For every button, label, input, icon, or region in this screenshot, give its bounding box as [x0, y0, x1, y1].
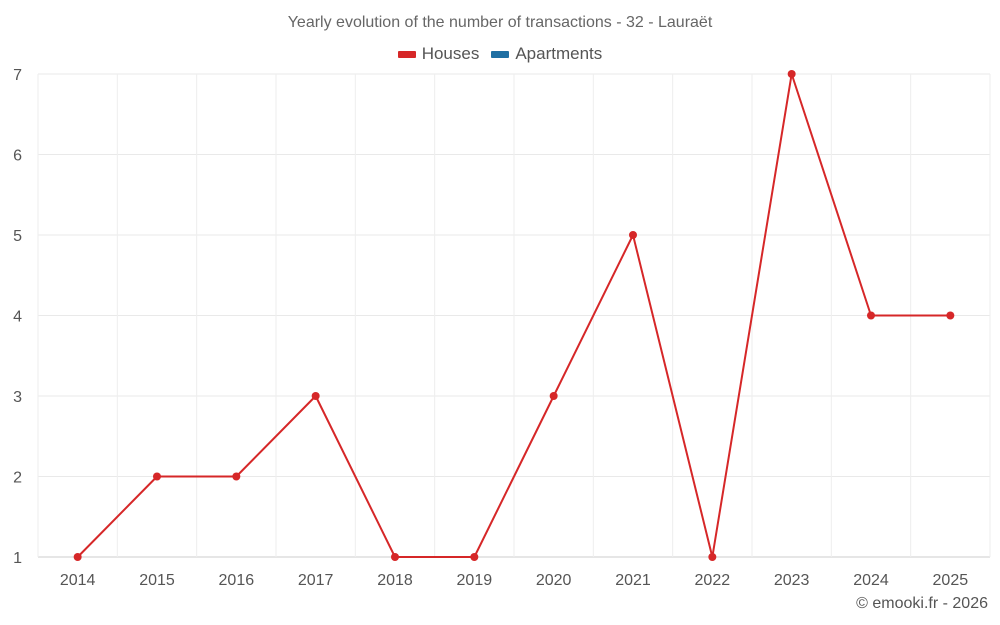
data-point-houses — [867, 311, 875, 320]
legend-item-apartments[interactable]: Apartments — [491, 44, 602, 64]
legend-label-houses: Houses — [421, 44, 480, 63]
x-tick-label: 2014 — [60, 572, 96, 589]
legend-label-apartments: Apartments — [515, 44, 603, 63]
data-point-houses — [470, 553, 479, 561]
credit-text: © emooki.fr - 2026 — [856, 595, 988, 612]
data-point-houses — [787, 70, 796, 78]
y-tick-label: 5 — [13, 228, 22, 245]
data-point-houses — [629, 231, 637, 239]
x-tick-label: 2018 — [377, 572, 413, 589]
y-tick-label: 4 — [13, 309, 22, 326]
x-tick-label: 2017 — [298, 572, 334, 589]
data-point-houses — [73, 553, 82, 561]
legend-item-houses[interactable]: Houses — [397, 44, 480, 64]
y-tick-label: 7 — [13, 67, 22, 84]
series-line-houses — [76, 73, 951, 558]
y-tick-label: 1 — [13, 550, 22, 567]
x-tick-label: 2025 — [933, 572, 969, 589]
data-point-houses — [153, 472, 161, 481]
x-tick-label: 2016 — [219, 572, 255, 589]
legend-swatch-apartments — [491, 50, 510, 58]
data-point-houses — [549, 392, 558, 400]
y-tick-label: 6 — [13, 148, 22, 165]
x-tick-label: 2021 — [615, 572, 651, 589]
data-point-houses — [946, 311, 955, 320]
x-tick-label: 2015 — [139, 572, 175, 589]
x-tick-label: 2023 — [774, 572, 810, 589]
chart-title: Yearly evolution of the number of transa… — [287, 14, 713, 31]
x-tick-label: 2019 — [457, 572, 493, 589]
data-point-houses — [708, 553, 717, 561]
x-tick-label: 2020 — [536, 572, 572, 589]
x-tick-label: 2022 — [695, 572, 731, 589]
y-tick-label: 3 — [13, 389, 22, 406]
legend-swatch-houses — [397, 50, 416, 58]
data-point-houses — [391, 553, 399, 561]
data-point-houses — [232, 472, 241, 481]
legend: Houses Apartments — [0, 44, 1000, 64]
data-point-houses — [311, 392, 320, 400]
x-tick-label: 2024 — [853, 572, 889, 589]
y-tick-label: 2 — [13, 470, 22, 487]
